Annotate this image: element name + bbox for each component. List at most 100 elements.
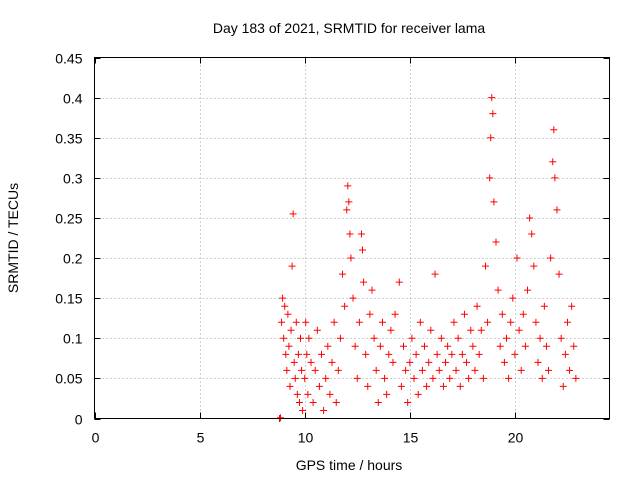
data-point xyxy=(334,366,342,374)
data-point xyxy=(290,358,298,366)
data-point xyxy=(293,390,301,398)
data-point xyxy=(339,270,347,278)
data-point xyxy=(431,270,439,278)
data-point xyxy=(330,318,338,326)
x-axis-label: GPS time / hours xyxy=(296,457,403,473)
data-point xyxy=(404,398,412,406)
x-tick-label: 5 xyxy=(197,430,205,446)
data-point xyxy=(536,334,544,342)
data-point xyxy=(359,246,367,254)
data-point xyxy=(336,334,344,342)
data-point xyxy=(357,230,365,238)
data-point xyxy=(362,350,370,358)
data-point xyxy=(545,366,553,374)
data-point xyxy=(528,230,536,238)
data-point xyxy=(346,230,354,238)
data-point xyxy=(439,382,447,390)
data-point xyxy=(423,382,431,390)
data-point xyxy=(425,358,433,366)
data-point xyxy=(349,294,357,302)
data-point xyxy=(309,398,317,406)
data-point xyxy=(570,342,578,350)
data-point xyxy=(568,302,576,310)
data-point xyxy=(360,278,368,286)
data-point xyxy=(318,350,326,358)
y-tick-label: 0.1 xyxy=(63,331,83,347)
data-point xyxy=(344,182,352,190)
data-point xyxy=(345,198,353,206)
y-tick-label: 0.25 xyxy=(55,211,82,227)
data-point xyxy=(488,94,496,102)
data-point xyxy=(517,366,525,374)
data-point xyxy=(282,350,290,358)
data-point xyxy=(332,398,340,406)
data-point xyxy=(521,342,529,350)
data-point xyxy=(429,374,437,382)
data-point xyxy=(503,334,510,342)
data-point xyxy=(572,374,580,382)
data-point xyxy=(381,374,389,382)
x-tick-label: 10 xyxy=(298,430,314,446)
data-point xyxy=(378,318,386,326)
data-point xyxy=(435,366,443,374)
data-point xyxy=(473,302,481,310)
data-point xyxy=(467,326,475,334)
data-point xyxy=(412,350,420,358)
data-point xyxy=(277,414,285,422)
data-point xyxy=(471,366,479,374)
data-point xyxy=(465,374,473,382)
data-point xyxy=(557,334,565,342)
data-point xyxy=(347,254,355,262)
y-tick-label: 0 xyxy=(75,412,83,428)
y-tick-label: 0.3 xyxy=(63,171,83,187)
data-point xyxy=(421,342,429,350)
data-point xyxy=(448,350,456,358)
tick-labels: 0 5 10 15 20 0 0.05 0.1 0.15 0.2 0.25 0.3 0.35 0.4 0.4… xyxy=(55,51,523,446)
data-point xyxy=(484,318,492,326)
data-point xyxy=(566,366,574,374)
data-point xyxy=(370,334,378,342)
data-point xyxy=(366,310,374,318)
data-point xyxy=(477,326,485,334)
data-point xyxy=(513,254,521,262)
data-point xyxy=(489,110,497,118)
data-point xyxy=(433,350,441,358)
data-point xyxy=(278,318,286,326)
data-point xyxy=(395,278,403,286)
data-point xyxy=(487,134,495,142)
data-point xyxy=(320,406,328,414)
data-point xyxy=(559,382,567,390)
data-point xyxy=(387,326,395,334)
data-point xyxy=(418,366,426,374)
data-point xyxy=(549,158,557,166)
data-point xyxy=(500,358,508,366)
data-point xyxy=(302,318,310,326)
data-point xyxy=(469,342,477,350)
data-point xyxy=(328,358,336,366)
y-tick-label: 0.35 xyxy=(55,131,82,147)
x-tick-label: 20 xyxy=(508,430,524,446)
data-point xyxy=(368,286,376,294)
data-point xyxy=(498,310,506,318)
grid-lines xyxy=(94,57,610,419)
data-point xyxy=(511,350,519,358)
data-point xyxy=(509,294,517,302)
data-point xyxy=(475,350,483,358)
data-point xyxy=(372,366,380,374)
data-point xyxy=(294,350,302,358)
data-point xyxy=(494,286,502,294)
data-point xyxy=(454,334,462,342)
data-point xyxy=(427,326,435,334)
data-point xyxy=(355,318,363,326)
data-point xyxy=(452,366,460,374)
data-point xyxy=(315,382,323,390)
data-point xyxy=(400,342,407,350)
data-point xyxy=(305,334,313,342)
data-point xyxy=(385,350,393,358)
data-point xyxy=(524,286,532,294)
data-point xyxy=(553,206,561,214)
data-point xyxy=(561,350,569,358)
y-tick-label: 0.05 xyxy=(55,371,82,387)
data-point xyxy=(551,174,559,182)
data-point xyxy=(550,126,558,134)
